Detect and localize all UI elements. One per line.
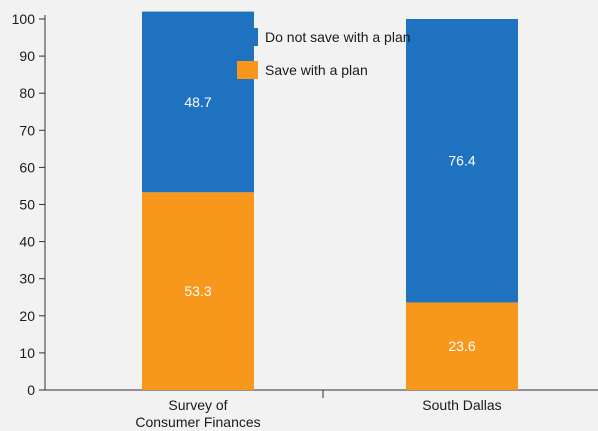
data-label: 76.4 <box>448 153 475 169</box>
y-tick-label: 0 <box>27 382 35 398</box>
data-label: 53.3 <box>184 283 211 299</box>
y-tick-label: 30 <box>19 271 35 287</box>
legend-label: Save with a plan <box>265 62 368 78</box>
y-tick-label: 100 <box>12 11 36 27</box>
y-tick-label: 60 <box>19 159 35 175</box>
bars: 53.3 48.7 23.6 76.4 <box>142 11 518 390</box>
legend: Do not save with a plan Save with a plan <box>237 28 411 79</box>
x-category-label: South Dallas <box>422 397 501 413</box>
x-category-label: Consumer Finances <box>135 414 260 430</box>
y-tick-label: 80 <box>19 85 35 101</box>
y-tick-label: 70 <box>19 122 35 138</box>
legend-label: Do not save with a plan <box>265 29 411 45</box>
bar-segment-save <box>142 192 254 390</box>
y-tick-label: 90 <box>19 48 35 64</box>
legend-swatch <box>237 61 258 79</box>
bar-segment-save <box>406 302 518 390</box>
y-tick-label: 10 <box>19 345 35 361</box>
y-tick-label: 50 <box>19 197 35 213</box>
y-axis: 0 10 20 30 40 50 60 70 80 90 100 <box>12 11 46 398</box>
data-label: 48.7 <box>184 94 211 110</box>
y-tick-label: 40 <box>19 234 35 250</box>
bar-segment-do-not-save <box>406 19 518 303</box>
x-category-label: Survey of <box>168 397 227 413</box>
legend-swatch <box>237 28 258 46</box>
y-tick-label: 20 <box>19 308 35 324</box>
bar-segment-do-not-save <box>142 11 254 193</box>
data-label: 23.6 <box>448 338 475 354</box>
